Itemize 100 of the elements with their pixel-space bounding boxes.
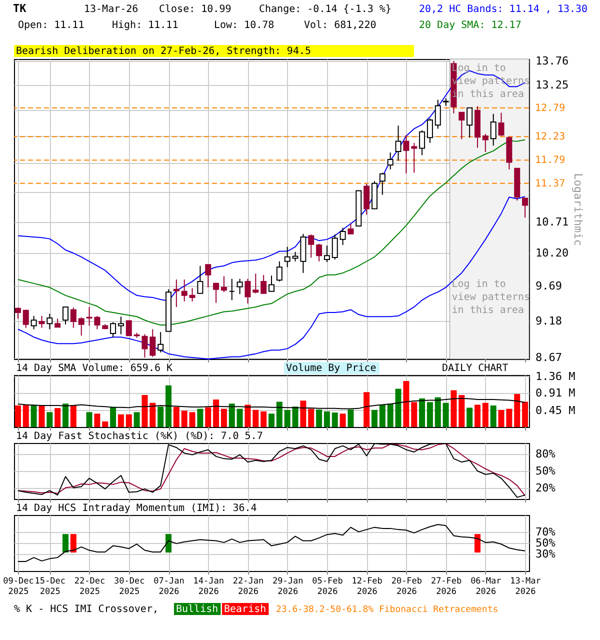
candlestick [142,334,148,358]
candlestick [213,282,220,304]
x-tick-label: 12-Feb 2026 [352,576,382,597]
bar [166,385,172,427]
bar [514,394,520,427]
candlestick [482,133,488,152]
bar [434,397,441,427]
bar [522,402,528,427]
bar [126,414,132,427]
y-tick-label: 10.20 [536,246,569,260]
text: Vol: 681,220 [304,20,376,31]
text: 20,2 HC Bands: 11.14 , 13.30 [419,4,588,15]
bar [332,412,338,427]
ref-line-label: 12.23 [535,132,566,143]
bar [86,412,92,427]
bar [403,380,410,427]
candlestick [276,260,282,282]
candlestick [348,223,354,234]
candlestick [220,276,227,293]
bar [284,410,290,427]
bar [387,404,394,427]
candlestick [252,273,259,294]
candlestick [324,245,330,263]
candlestick [110,322,116,338]
x-tick-label: 22-Dec 2025 [74,576,106,597]
candlestick [46,313,53,330]
candlestick [173,278,180,308]
y-tick-label: 50% [536,464,556,478]
y-tick-label: 13.76 [536,54,569,68]
bar [150,402,156,427]
text: Open: 11.11 [18,20,84,31]
bar [340,414,346,427]
x-tick-label: 29-Jan 2026 [272,576,304,597]
candlestick [419,130,426,156]
bar [142,395,148,427]
candlestick [332,234,338,260]
ref-line-label: 11.79 [535,155,566,166]
text: % K - HCS IMI Crossover, [14,604,158,615]
chart-title: 14 Day HCS Intraday Momentum (IMI): 36.4 [16,503,257,514]
bar [276,402,282,427]
ref-line-label: 12.79 [535,102,566,114]
candlestick [14,307,21,320]
candlestick [205,264,212,288]
bar [158,406,164,427]
bar [94,414,100,427]
text: Low: 10.78 [214,20,274,31]
x-tick-label: 20-Feb 2026 [391,576,422,597]
candlestick [490,113,496,146]
bar [134,412,140,427]
text: Bullish [176,604,218,615]
bar [364,392,370,427]
text: Change: -0.14 {-1.3 %} [259,4,392,15]
y-tick-label: 50% [536,536,556,550]
text: High: 11.11 [112,20,178,31]
candlestick [236,278,243,295]
line-series [17,524,526,562]
candlestick [126,320,132,336]
candlestick [387,152,394,170]
bar [38,405,45,427]
candlestick [244,278,251,304]
x-tick-label: 27-Feb 2026 [430,576,462,597]
y-tick-label: 70% [536,525,556,538]
candlestick [426,118,433,144]
bar [411,402,418,427]
candlestick [118,316,124,335]
bar [395,388,402,427]
bar [46,412,53,427]
candlestick [403,134,410,174]
y-tick-label: 0.91 M [536,386,576,400]
candlestick [38,315,45,328]
candlestick [150,328,156,358]
line-series [17,398,526,410]
bar [252,410,259,427]
bar [372,410,378,427]
bar [54,408,61,427]
candlestick [228,278,235,301]
bar [22,405,29,427]
candlestick [458,112,465,140]
y-tick-label: 13.25 [536,78,569,92]
text: Bearish Deliberation on 27-Feb-26, Strength: 94.5 [16,46,312,57]
candlestick [30,315,37,330]
candlestick [379,172,386,196]
candlestick [268,275,274,292]
annotation: Log in to view patterns in this area [452,279,530,316]
bar [213,400,220,427]
text: Volume By Price [286,363,376,374]
text: 13-Mar-26 [84,4,138,15]
bar [419,398,426,427]
bar [348,410,354,427]
candlestick [22,309,29,328]
candlestick [260,274,267,294]
bar [268,414,274,427]
candlestick [316,243,322,262]
candlestick [395,125,402,162]
bar [482,402,488,427]
bar [490,405,496,427]
x-tick-label: 14-Jan 2026 [193,576,224,597]
candlestick [70,307,76,328]
candlestick [181,278,188,302]
candlestick [498,112,504,137]
